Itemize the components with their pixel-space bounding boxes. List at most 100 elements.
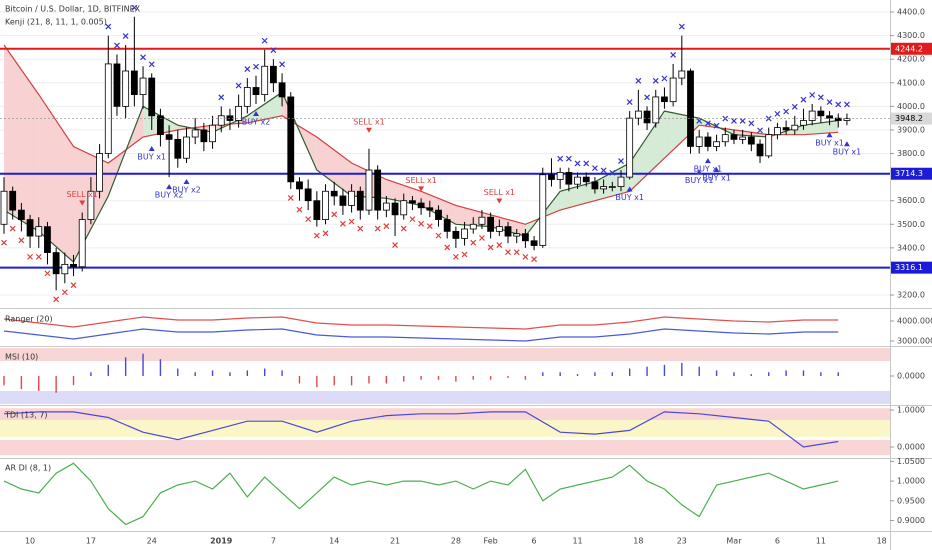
candle-body bbox=[522, 233, 529, 242]
signal-x-below bbox=[496, 242, 503, 248]
signal-x-above bbox=[826, 99, 833, 106]
signal-x-above bbox=[757, 127, 763, 134]
signal-x-below bbox=[392, 242, 398, 248]
candle-body bbox=[87, 190, 95, 220]
signal-x-below bbox=[348, 218, 355, 225]
signal-x-above bbox=[626, 99, 633, 106]
signal-x-below bbox=[513, 249, 520, 256]
signal-x-below bbox=[409, 216, 416, 223]
candle-body bbox=[122, 70, 130, 107]
x-tick-label: 28 bbox=[451, 537, 461, 546]
indicator-bar bbox=[594, 372, 596, 376]
indicator-bar bbox=[72, 376, 75, 386]
signal-x-below bbox=[35, 253, 42, 260]
x-tick-label: 6 bbox=[532, 537, 537, 546]
indicator-bar bbox=[455, 376, 457, 382]
candle-body bbox=[617, 176, 625, 187]
ma-cloud bbox=[38, 94, 74, 262]
buy-label: BUY x1 bbox=[702, 174, 731, 183]
candle-body bbox=[843, 118, 851, 121]
buy-arrow bbox=[253, 111, 260, 117]
x-tick-label: 17 bbox=[86, 537, 96, 546]
indicator-bar bbox=[768, 372, 770, 376]
candle-body bbox=[704, 136, 712, 147]
candle-body bbox=[548, 174, 555, 180]
candle-body bbox=[687, 70, 694, 147]
candle-body bbox=[826, 115, 833, 119]
sell-label: SELL x1 bbox=[484, 188, 515, 197]
indicator-bar bbox=[38, 376, 40, 391]
candle-body bbox=[391, 202, 399, 216]
indicator-bar bbox=[820, 372, 822, 376]
x-tick-label: 6 bbox=[775, 537, 780, 546]
candle-body bbox=[348, 190, 356, 206]
candle-body bbox=[791, 124, 799, 131]
signal-x-above bbox=[609, 169, 616, 176]
signal-x-below bbox=[18, 237, 25, 244]
y-tick-label: 3800.0 bbox=[897, 149, 925, 158]
signal-x-above bbox=[618, 158, 624, 164]
signal-x-below bbox=[61, 289, 68, 296]
y-tick-label: 3500.0 bbox=[897, 220, 925, 229]
signal-x-above bbox=[600, 167, 607, 174]
indicator-bar bbox=[194, 372, 196, 376]
candle-body bbox=[452, 230, 460, 239]
signal-x-above bbox=[670, 51, 677, 58]
signal-x-below bbox=[426, 223, 433, 230]
signal-x-below bbox=[313, 232, 320, 239]
candle-body bbox=[17, 209, 25, 220]
indicator-bar bbox=[576, 374, 579, 376]
candle-body bbox=[487, 216, 495, 232]
pane-title: AR DI (8, 1) bbox=[5, 464, 51, 473]
indicator-bar bbox=[715, 370, 718, 376]
signal-x-above bbox=[661, 75, 668, 82]
candle-body bbox=[730, 134, 738, 140]
level-tag bbox=[891, 261, 932, 274]
candle-body bbox=[113, 63, 121, 107]
candle-body bbox=[183, 136, 190, 159]
candle-body bbox=[721, 134, 729, 143]
level-tag-label: 3316.1 bbox=[895, 263, 923, 272]
x-tick-label: 18 bbox=[633, 537, 643, 546]
x-tick-label: 23 bbox=[677, 537, 687, 546]
candle-body bbox=[756, 143, 764, 157]
candle-body bbox=[304, 188, 312, 202]
signal-x-above bbox=[591, 165, 598, 172]
y-tick-label: 4300.0 bbox=[897, 31, 925, 40]
signal-x-below bbox=[70, 282, 77, 289]
candle-body bbox=[661, 96, 668, 103]
candle-body bbox=[226, 115, 234, 121]
candle-body bbox=[774, 127, 781, 136]
y-tick-label: 3600.0 bbox=[897, 196, 925, 205]
buy-arrow bbox=[183, 178, 190, 184]
x-tick-label: 18 bbox=[877, 537, 887, 546]
level-tag-label: 4244.2 bbox=[895, 44, 923, 53]
candle-body bbox=[261, 65, 269, 95]
indicator-line bbox=[3, 316, 839, 330]
y-tick-label: 3900.0 bbox=[897, 125, 925, 134]
signal-x-below bbox=[27, 253, 33, 260]
buy-label: BUY x1 bbox=[137, 152, 166, 161]
y-tick-label: 0.9000 bbox=[897, 516, 925, 525]
signal-x-above bbox=[218, 94, 225, 101]
signal-x-above bbox=[122, 33, 129, 39]
buy-label: BUY x1 bbox=[615, 193, 644, 202]
candle-body bbox=[313, 200, 321, 220]
x-tick-label: 2019 bbox=[210, 537, 233, 546]
last-price-tag bbox=[891, 112, 932, 125]
y-tick-label: 4100.0 bbox=[897, 78, 925, 87]
indicator-line bbox=[3, 462, 839, 526]
indicator-bar bbox=[403, 376, 405, 382]
indicator-bar bbox=[437, 376, 440, 380]
indicator-bar bbox=[472, 376, 474, 380]
candle-body bbox=[70, 263, 77, 268]
signal-x-below bbox=[522, 253, 529, 260]
buy-arrow bbox=[713, 167, 720, 173]
candle-body bbox=[713, 141, 720, 147]
candle-body bbox=[443, 219, 451, 232]
signal-x-below bbox=[357, 225, 364, 232]
y-tick-label: 3000.0000 bbox=[897, 337, 932, 346]
signal-x-above bbox=[696, 118, 703, 124]
signal-x-below bbox=[383, 223, 390, 230]
signal-x-below bbox=[339, 220, 346, 227]
